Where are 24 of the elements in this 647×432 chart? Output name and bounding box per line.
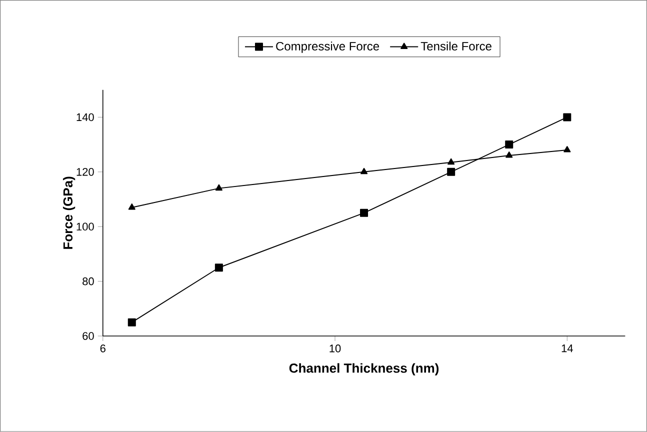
y-axis-title: Force (GPa) bbox=[62, 176, 76, 249]
point bbox=[360, 168, 368, 174]
y-tick-label: 140 bbox=[76, 113, 94, 122]
point bbox=[128, 318, 136, 326]
point bbox=[448, 158, 455, 165]
y-tick-label: 60 bbox=[82, 332, 94, 340]
point bbox=[215, 184, 222, 191]
x-axis-title: Channel Thickness (nm) bbox=[289, 363, 439, 376]
y-tick-label: 100 bbox=[76, 222, 94, 231]
x-tick-label: 14 bbox=[562, 344, 573, 352]
point bbox=[563, 113, 572, 122]
point bbox=[505, 140, 514, 149]
x-tick-label: 6 bbox=[100, 344, 106, 352]
y-tick-label: 120 bbox=[76, 168, 94, 176]
x-tick-label: 10 bbox=[330, 344, 341, 352]
point bbox=[564, 146, 571, 152]
point bbox=[506, 152, 513, 158]
y-tick-label: 80 bbox=[82, 277, 94, 286]
point bbox=[214, 264, 223, 272]
point bbox=[360, 208, 368, 217]
point bbox=[447, 168, 456, 176]
legend-label: Compressive Force bbox=[276, 42, 380, 53]
legend-label: Tensile Force bbox=[420, 42, 492, 51]
point bbox=[128, 204, 136, 210]
